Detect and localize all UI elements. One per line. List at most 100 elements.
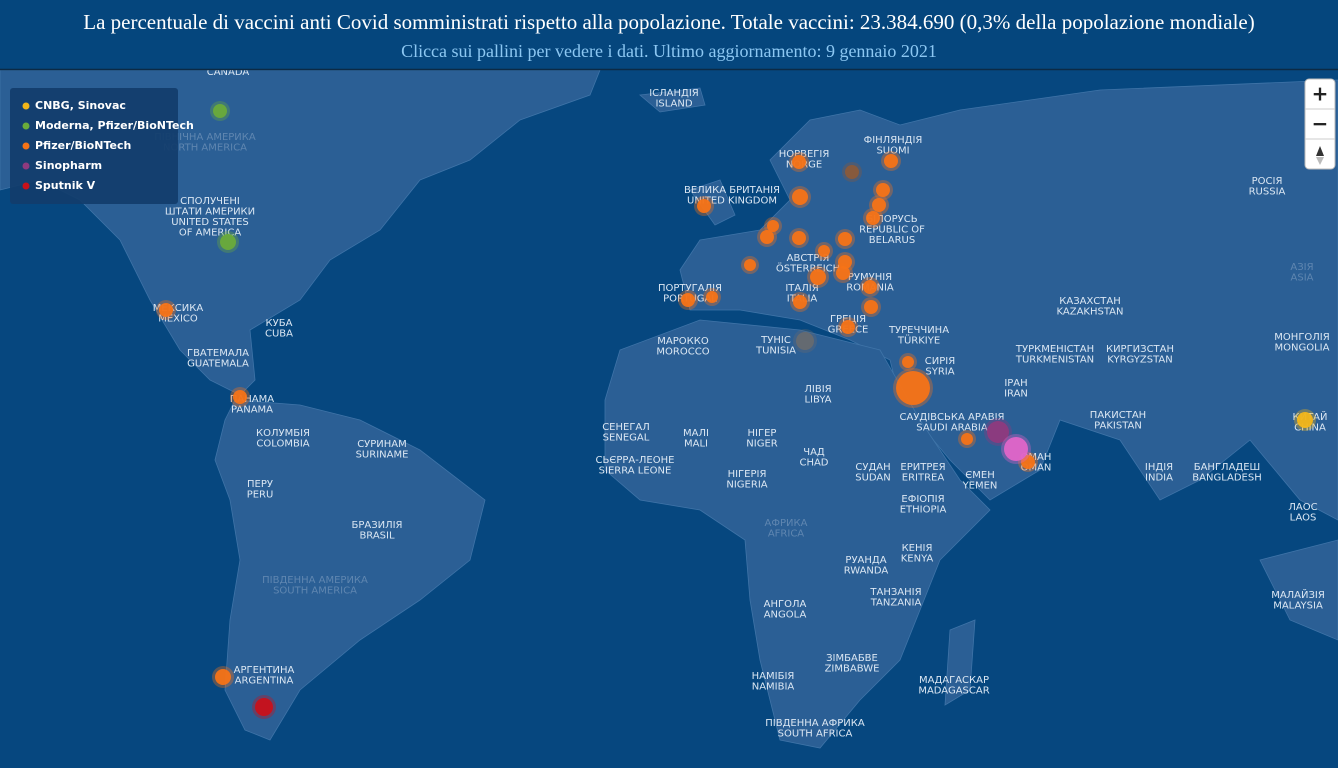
country-label: CUBA xyxy=(265,329,293,340)
vaccine-dot[interactable] xyxy=(864,300,878,314)
country-label: SURINAME xyxy=(356,450,409,461)
zoom-in[interactable]: + xyxy=(1312,82,1329,106)
country-label: РУМУНІЯ xyxy=(848,272,892,283)
vaccine-dot[interactable] xyxy=(793,295,807,309)
country-label: BRASIL xyxy=(359,531,395,542)
land xyxy=(0,69,1338,749)
country-label: АФРИКА xyxy=(765,518,808,529)
vaccine-dot[interactable] xyxy=(681,293,695,307)
vaccine-dot[interactable] xyxy=(220,234,236,250)
country-label: НІГЕР xyxy=(748,428,777,439)
vaccine-dot[interactable] xyxy=(896,371,930,405)
legend-label: Moderna, Pfizer/BioNTech xyxy=(35,119,194,132)
country-label: ISLAND xyxy=(655,99,692,110)
country-label: COLOMBIA xyxy=(256,439,309,450)
country-label: МАЛАЙЗІЯ xyxy=(1271,588,1325,601)
vaccine-dots xyxy=(156,101,1316,719)
country-label: КОЛУМБІЯ xyxy=(256,428,310,439)
zoom-control: + − xyxy=(1304,78,1336,170)
vaccine-dot[interactable] xyxy=(1004,437,1028,461)
vaccine-dot[interactable] xyxy=(1297,412,1313,428)
country-label: BELARUS xyxy=(869,235,915,246)
country-label: LIBYA xyxy=(804,395,831,406)
vaccine-dot[interactable] xyxy=(863,280,877,294)
country-label: ЛАОС xyxy=(1288,502,1317,513)
country-label: CHINA xyxy=(1294,423,1326,434)
country-label: КИРГИЗСТАН xyxy=(1106,344,1174,355)
vaccine-dot[interactable] xyxy=(697,199,711,213)
zoom-out[interactable]: − xyxy=(1312,112,1329,136)
country-label: МЕКСИКА xyxy=(153,303,204,314)
vaccine-dot[interactable] xyxy=(841,320,855,334)
vaccine-dot[interactable] xyxy=(838,232,852,246)
country-label: PAKISTAN xyxy=(1094,421,1142,432)
vaccine-dot[interactable] xyxy=(902,356,914,368)
vaccine-dot[interactable] xyxy=(796,332,814,350)
vaccine-dot[interactable] xyxy=(866,211,880,225)
vaccine-dot[interactable] xyxy=(233,390,247,404)
country-label: ASIA xyxy=(1291,273,1314,284)
zoom-box xyxy=(1304,78,1336,170)
vaccine-dot[interactable] xyxy=(876,183,890,197)
vaccine-dot[interactable] xyxy=(838,255,852,269)
country-label: СУДАН xyxy=(855,462,890,473)
vaccine-dot[interactable] xyxy=(818,245,830,257)
country-label: UNITED KINGDOM xyxy=(687,196,777,207)
vaccine-dot[interactable] xyxy=(987,421,1009,443)
country-label: ФІНЛЯНДІЯ xyxy=(864,135,923,146)
vaccine-dot[interactable] xyxy=(706,291,718,303)
country-label: PANAMA xyxy=(231,405,273,416)
vaccine-dot[interactable] xyxy=(1021,455,1035,469)
country-label: ЧАД xyxy=(803,447,825,458)
country-label: КАЗАХСТАН xyxy=(1059,296,1121,307)
legend-swatch xyxy=(22,182,30,190)
vaccine-dot[interactable] xyxy=(961,433,973,445)
country-label: ТУРКМЕНІСТАН xyxy=(1015,344,1094,355)
vaccine-dot[interactable] xyxy=(810,269,826,285)
vaccine-dot[interactable] xyxy=(836,266,850,280)
country-label: RWANDA xyxy=(844,566,889,577)
country-label: ГРЕЦІЯ xyxy=(830,314,866,325)
country-label: MALI xyxy=(684,439,708,450)
vaccine-dot[interactable] xyxy=(159,303,173,317)
compass[interactable] xyxy=(1316,146,1324,156)
country-label: TÜRKIYE xyxy=(897,334,940,347)
country-label: ІНДІЯ xyxy=(1145,462,1173,473)
header xyxy=(0,0,1338,69)
country-label: ПІВДЕННА АФРИКА xyxy=(765,718,865,729)
vaccine-dot[interactable] xyxy=(872,198,886,212)
country-label: ПОРТУГАЛІЯ xyxy=(658,283,722,294)
country-label: TURKMENISTAN xyxy=(1015,355,1094,366)
country-label: TUNISIA xyxy=(755,346,796,357)
vaccine-dot[interactable] xyxy=(792,155,806,169)
country-label: TANZANIA xyxy=(870,598,922,609)
country-label: MALAYSIA xyxy=(1273,601,1323,612)
vaccine-dot[interactable] xyxy=(213,104,227,118)
country-label: GUATEMALA xyxy=(187,359,249,370)
country-label: НАМІБІЯ xyxy=(752,671,795,682)
legend-label: Sinopharm xyxy=(35,159,102,172)
vaccine-dot[interactable] xyxy=(760,230,774,244)
vaccine-dot[interactable] xyxy=(215,669,231,685)
country-label: АВСТРІЯ xyxy=(787,253,830,264)
vaccine-dot[interactable] xyxy=(884,154,898,168)
country-label: NIGERIA xyxy=(726,480,767,491)
vaccine-dot[interactable] xyxy=(767,220,779,232)
country-label: ПЕРУ xyxy=(247,479,273,490)
country-label: PERU xyxy=(247,490,274,501)
legend-swatch xyxy=(22,102,30,110)
country-label: ПАКИСТАН xyxy=(1090,410,1146,421)
country-label: ІТАЛІЯ xyxy=(785,283,818,294)
vaccine-dot[interactable] xyxy=(255,698,273,716)
vaccine-dot[interactable] xyxy=(792,189,808,205)
vaccine-dot[interactable] xyxy=(744,259,756,271)
country-label: NAMIBIA xyxy=(752,682,795,693)
country-label: SUDAN xyxy=(855,473,891,484)
country-label: ERITREA xyxy=(902,473,945,484)
vaccine-dot[interactable] xyxy=(845,165,859,179)
country-label: YEMEN xyxy=(962,481,998,492)
country-label: MONGOLIA xyxy=(1275,343,1330,354)
vaccine-dot[interactable] xyxy=(792,231,806,245)
legend-items: CNBG, Sinovac Moderna, Pfizer/BioNTech Pfi… xyxy=(22,99,194,192)
